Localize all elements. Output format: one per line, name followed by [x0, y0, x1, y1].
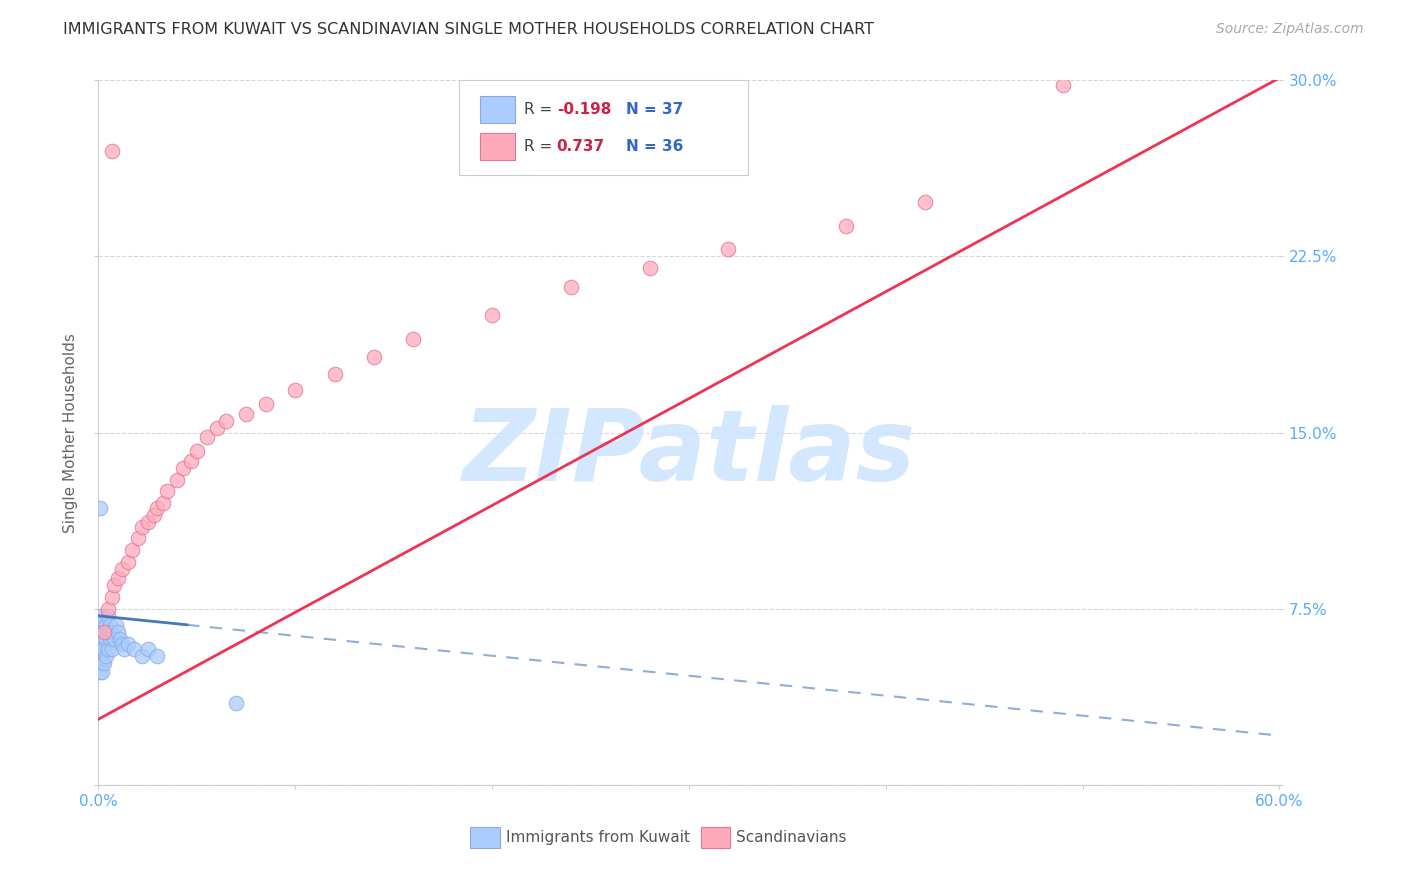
Point [101, 144, 124, 158]
Point [146, 500, 169, 515]
Point [146, 648, 169, 663]
Point [638, 261, 661, 276]
FancyBboxPatch shape [471, 827, 501, 848]
Point [225, 696, 247, 710]
Text: R =: R = [523, 102, 557, 117]
FancyBboxPatch shape [479, 95, 516, 122]
Point [560, 280, 582, 294]
Point [166, 473, 188, 487]
Text: 0.737: 0.737 [557, 139, 605, 154]
Point [156, 484, 179, 499]
Point [93, 641, 115, 656]
Point [97, 641, 120, 656]
Point [117, 555, 139, 569]
Point [101, 625, 124, 640]
Point [914, 195, 936, 210]
Point [323, 367, 346, 381]
Point [103, 632, 125, 647]
Point [142, 508, 165, 522]
Point [93, 625, 115, 640]
Text: Source: ZipAtlas.com: Source: ZipAtlas.com [1216, 22, 1364, 37]
Point [117, 637, 139, 651]
Point [89, 648, 111, 663]
Point [91, 632, 114, 647]
Point [235, 407, 257, 421]
Point [152, 496, 174, 510]
Point [122, 641, 145, 656]
Text: R =: R = [523, 139, 561, 154]
Point [91, 641, 114, 656]
Point [127, 532, 149, 546]
Point [136, 641, 159, 656]
Point [284, 384, 307, 398]
Text: Scandinavians: Scandinavians [737, 830, 846, 846]
Point [89, 500, 111, 515]
Point [91, 618, 114, 632]
Point [93, 625, 115, 640]
Point [96, 632, 118, 647]
Point [186, 444, 208, 458]
Point [195, 430, 218, 444]
Point [98, 618, 121, 632]
Point [91, 665, 114, 680]
FancyBboxPatch shape [479, 133, 516, 160]
Point [363, 351, 385, 365]
Text: -0.198: -0.198 [557, 102, 612, 117]
Point [835, 219, 858, 233]
Point [89, 656, 111, 670]
Point [98, 632, 121, 647]
Point [96, 648, 118, 663]
Point [254, 397, 277, 411]
Text: ZIPatlas: ZIPatlas [463, 405, 915, 502]
Point [131, 648, 153, 663]
Point [103, 578, 125, 592]
Point [93, 614, 115, 628]
Point [108, 632, 131, 647]
Point [107, 571, 129, 585]
Point [105, 618, 128, 632]
Point [97, 601, 120, 615]
Point [112, 641, 135, 656]
Text: N = 36: N = 36 [626, 139, 683, 154]
Point [215, 414, 238, 428]
Point [91, 608, 114, 623]
Point [131, 519, 153, 533]
Point [89, 641, 111, 656]
Point [107, 625, 129, 640]
Point [96, 618, 118, 632]
Point [136, 515, 159, 529]
Point [101, 641, 124, 656]
Point [1052, 78, 1074, 92]
Text: N = 37: N = 37 [626, 102, 683, 117]
Point [717, 243, 740, 257]
Point [121, 543, 143, 558]
Point [93, 656, 115, 670]
FancyBboxPatch shape [458, 80, 748, 176]
Point [172, 460, 194, 475]
Point [89, 665, 111, 680]
FancyBboxPatch shape [700, 827, 730, 848]
Point [111, 562, 134, 576]
Point [97, 608, 120, 623]
Point [91, 656, 114, 670]
Point [180, 454, 202, 468]
Text: Immigrants from Kuwait: Immigrants from Kuwait [506, 830, 690, 846]
Point [402, 332, 425, 346]
Point [481, 308, 503, 322]
Y-axis label: Single Mother Households: Single Mother Households [63, 333, 79, 533]
Point [205, 421, 228, 435]
Text: IMMIGRANTS FROM KUWAIT VS SCANDINAVIAN SINGLE MOTHER HOUSEHOLDS CORRELATION CHAR: IMMIGRANTS FROM KUWAIT VS SCANDINAVIAN S… [63, 22, 875, 37]
Point [101, 590, 124, 604]
Point [97, 625, 120, 640]
Point [111, 637, 134, 651]
